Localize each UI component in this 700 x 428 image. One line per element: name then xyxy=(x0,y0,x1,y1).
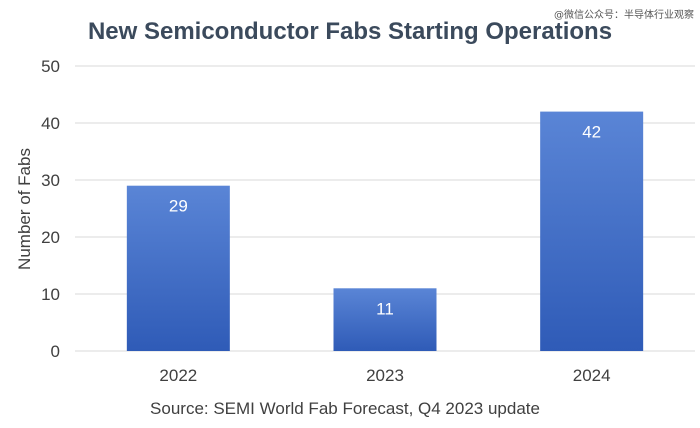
x-axis-ticks: 2022 2023 2024 xyxy=(159,366,610,385)
x-tick-label-2024: 2024 xyxy=(573,366,611,385)
x-tick-label-2022: 2022 xyxy=(159,366,197,385)
source-note: Source: SEMI World Fab Forecast, Q4 2023… xyxy=(150,399,540,418)
y-tick-label: 40 xyxy=(41,114,60,133)
y-tick-label: 30 xyxy=(41,171,60,190)
y-axis-label: Number of Fabs xyxy=(15,148,34,270)
y-tick-label: 50 xyxy=(41,57,60,76)
bar-2023 xyxy=(333,288,437,351)
bar-2022 xyxy=(126,185,230,351)
chart-title: New Semiconductor Fabs Starting Operatio… xyxy=(88,18,612,45)
watermark-text: @微信公众号：半导体行业观察 xyxy=(554,8,694,21)
y-axis-ticks: 0 10 20 30 40 50 xyxy=(41,57,60,361)
y-tick-label: 10 xyxy=(41,285,60,304)
bar-2024 xyxy=(540,111,644,351)
x-tick-label-2023: 2023 xyxy=(366,366,404,385)
bars: 29 11 42 xyxy=(126,111,644,351)
bar-value-label-2022: 29 xyxy=(169,197,188,216)
y-tick-label: 20 xyxy=(41,228,60,247)
y-tick-label: 0 xyxy=(51,342,60,361)
bar-value-label-2024: 42 xyxy=(582,123,601,142)
bar-value-label-2023: 11 xyxy=(376,299,394,318)
